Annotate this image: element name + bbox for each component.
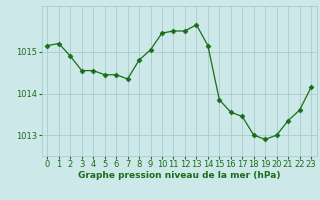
X-axis label: Graphe pression niveau de la mer (hPa): Graphe pression niveau de la mer (hPa) (78, 171, 280, 180)
